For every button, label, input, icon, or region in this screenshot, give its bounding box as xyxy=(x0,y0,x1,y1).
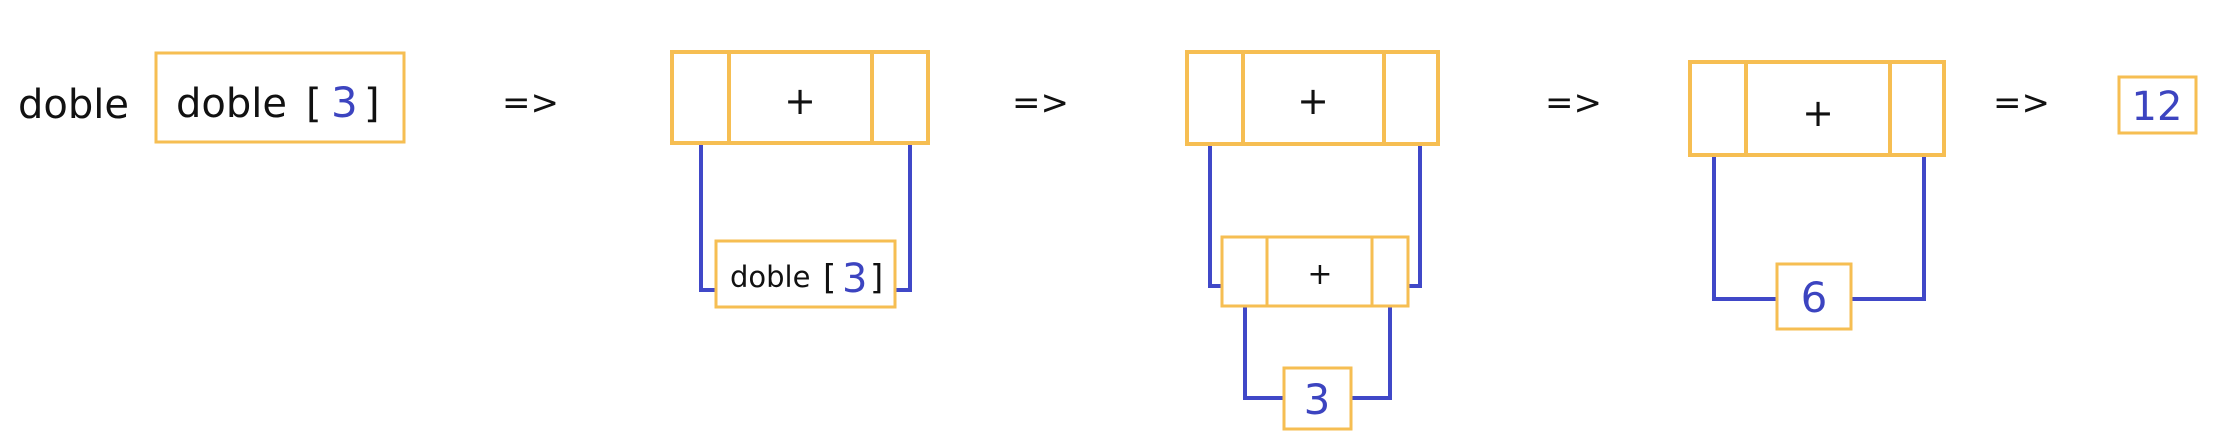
inner-function-label: doble xyxy=(176,81,287,127)
wire-right xyxy=(1851,155,1926,301)
argument-number: 3 xyxy=(331,78,358,127)
operator-node xyxy=(1185,50,1440,146)
wire-right xyxy=(895,143,912,292)
inner-wire-right xyxy=(1351,306,1392,400)
operator-symbol: + xyxy=(1297,79,1329,123)
result-number: 12 xyxy=(2132,84,2183,130)
operator-node xyxy=(670,50,930,145)
child-open-bracket: [ xyxy=(823,258,836,298)
stage-3: + 6 xyxy=(1688,60,1946,331)
arrow-4: => xyxy=(1993,83,2050,123)
wire-left xyxy=(1208,144,1222,288)
outer-function-label: doble xyxy=(18,82,129,128)
leaf-box xyxy=(1282,366,1353,431)
arrow-1: => xyxy=(502,83,559,123)
stage-2: + + 3 xyxy=(1185,50,1440,431)
result-box xyxy=(2117,75,2198,135)
close-bracket: ] xyxy=(364,81,380,127)
arrow-3: => xyxy=(1545,83,1602,123)
expression-box xyxy=(154,51,406,144)
wire-left xyxy=(699,143,716,292)
inner-operator-symbol: + xyxy=(1307,257,1332,292)
leaf-box xyxy=(1775,262,1853,331)
child-expression-box xyxy=(714,239,897,309)
operator-symbol: + xyxy=(1802,91,1834,135)
inner-wire-left xyxy=(1243,306,1284,400)
stage-0: doble doble [ 3 ] xyxy=(18,51,406,144)
child-function-label: doble xyxy=(730,260,810,294)
open-bracket: [ xyxy=(306,81,322,127)
stage-1: + doble [ 3 ] xyxy=(670,50,930,309)
inner-operator-node xyxy=(1220,235,1410,308)
arrow-2: => xyxy=(1012,83,1069,123)
operator-node xyxy=(1688,60,1946,157)
result: 12 xyxy=(2117,75,2198,135)
leaf-number: 6 xyxy=(1801,273,1828,322)
wire-left xyxy=(1712,155,1777,301)
child-close-bracket: ] xyxy=(870,258,883,298)
operator-symbol: + xyxy=(784,79,816,123)
child-argument-number: 3 xyxy=(842,256,867,302)
wire-right xyxy=(1408,144,1422,288)
leaf-number: 3 xyxy=(1304,375,1331,424)
